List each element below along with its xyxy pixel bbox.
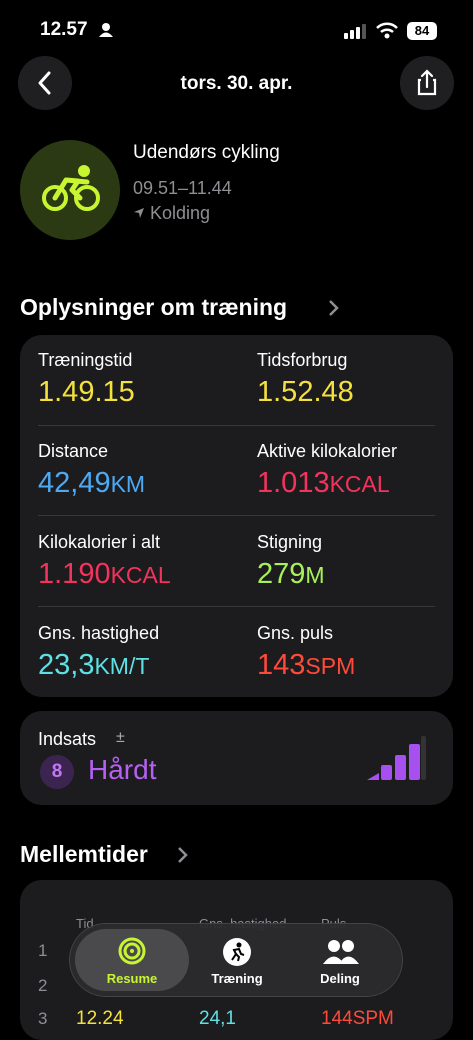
metric-label: Tidsforbrug [257,350,348,370]
section-title[interactable]: Oplysninger om træning [20,294,288,320]
metric-number: 23,3 [38,649,95,681]
metric-value: 23,3KM/T [38,649,149,682]
split-index: 1 [38,941,48,960]
metric-label: Distance [38,441,109,461]
metric-label: Træningstid [38,350,133,370]
metric-value: 1.190KCAL [38,558,171,591]
metrics-card [20,335,453,697]
tab-icon [223,938,251,966]
metric-label: Gns. hastighed [38,623,160,643]
metric-number: 42,49 [38,467,111,499]
divider [38,515,435,516]
section-title[interactable]: Mellemtider [20,841,148,867]
metric-label: Kilokalorier i alt [38,532,161,552]
metric-value: 143SPM [257,649,355,682]
metric-value: 42,49KM [38,467,145,500]
metric-unit: KCAL [329,471,390,497]
metric-label: Gns. puls [257,623,334,643]
tab-label[interactable]: Deling [320,971,360,986]
effort-bars [367,736,426,780]
tab-label[interactable]: Træning [211,971,263,986]
metric-label: Aktive kilokalorier [257,441,398,461]
workout-name: Udendørs cykling [133,142,280,163]
battery: 84 [407,22,437,40]
metric-unit: M [305,562,325,588]
signal-icon [344,24,366,39]
back-button[interactable] [18,56,72,110]
divider [38,425,435,426]
workout-time: 09.51–11.44 [133,178,232,198]
location-arrow [134,208,144,218]
metric-unit: SPM [305,653,356,679]
metric-number: 279 [257,558,306,590]
share-button[interactable] [400,56,454,110]
tab-label[interactable]: Resume [106,971,158,986]
metric-unit: KCAL [110,562,171,588]
metric-number: 1.49.15 [38,376,135,408]
chevron [178,847,188,863]
metric-value: 1.52.48 [257,376,354,409]
workout-icon [20,140,120,240]
split-speed: 24,1 [199,1008,236,1029]
effort-level: Hårdt [88,754,157,785]
metric-label: Stigning [257,532,323,552]
divider [38,606,435,607]
workout-location: Kolding [150,203,211,223]
metric-number: 143 [257,649,306,681]
effort-adjust: ± [116,729,125,746]
person-icon [99,23,113,37]
effort-label: Indsats [38,729,97,749]
chevron [329,300,339,316]
metric-number: 1.013 [257,467,330,499]
metric-value: 1.013KCAL [257,467,390,500]
tab-icon [323,940,359,964]
metric-unit: KM/T [94,653,150,679]
split-index: 2 [38,976,48,995]
split-time: 12.24 [76,1008,124,1029]
split-index: 3 [38,1009,48,1028]
header-title: tors. 30. apr. [180,73,293,94]
effort-score: 8 [40,755,74,789]
metric-value: 279M [257,558,325,591]
wifi-icon [376,22,398,39]
status-time: 12.57 [40,19,88,40]
metric-unit: KM [110,471,146,497]
metric-number: 1.52.48 [257,376,354,408]
tab-icon [118,937,146,965]
metric-value: 1.49.15 [38,376,135,409]
metric-number: 1.190 [38,558,111,590]
effort-card[interactable] [20,711,453,805]
split-pulse: 144SPM [321,1008,394,1029]
